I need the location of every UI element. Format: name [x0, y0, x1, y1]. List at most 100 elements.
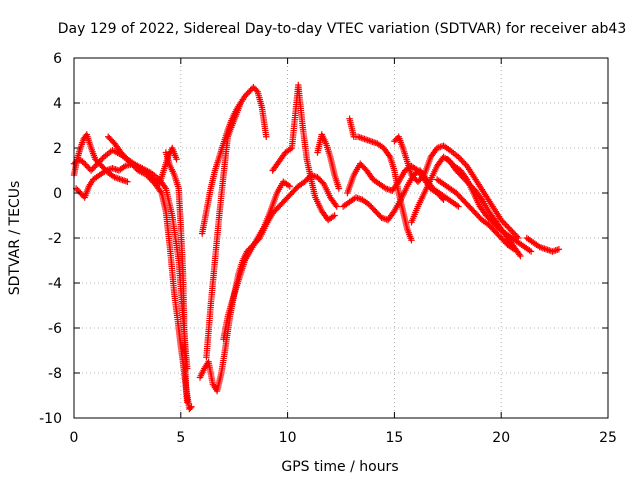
data-point: [87, 167, 95, 174]
data-point: [80, 159, 88, 167]
data-point: [251, 85, 259, 92]
data-point: [161, 183, 168, 191]
data-point: [74, 186, 81, 194]
data-point: [527, 248, 535, 255]
y-tick-label: 0: [53, 186, 62, 202]
data-point: [85, 164, 92, 171]
chart-title: Day 129 of 2022, Sidereal Day-to-day VTE…: [58, 21, 627, 37]
data-point: [75, 188, 83, 195]
data-points: [70, 81, 563, 413]
y-axis-label: SDTVAR / TECUs: [7, 181, 23, 296]
data-point: [173, 156, 180, 163]
y-tick-label: 6: [53, 51, 62, 67]
data-point: [253, 87, 260, 94]
data-point: [503, 222, 511, 230]
series-pass-18: [433, 176, 518, 253]
series-pass-11: [314, 131, 343, 192]
series-pass-09: [220, 178, 293, 343]
y-tick-labels: -10 -8 -6 -4 -2 0 2 4 6: [39, 51, 62, 427]
data-point: [83, 162, 91, 170]
data-point: [188, 403, 195, 410]
data-point: [500, 219, 508, 227]
data-point: [333, 203, 340, 210]
data-point: [455, 153, 462, 161]
data-point: [78, 191, 86, 198]
data-point: [187, 404, 194, 412]
series-pass-04: [104, 133, 180, 188]
x-tick-label: 25: [599, 430, 617, 446]
data-point: [157, 188, 164, 195]
data-point: [241, 93, 249, 100]
data-point: [499, 218, 506, 225]
x-tick-label: 5: [176, 430, 185, 446]
data-point: [319, 179, 326, 186]
data-point: [286, 183, 293, 190]
data-point: [263, 133, 270, 140]
data-point: [250, 84, 257, 91]
data-point: [332, 201, 339, 209]
data-point: [460, 159, 468, 167]
data-point: [510, 246, 518, 253]
data-point: [390, 209, 397, 216]
data-point: [243, 91, 250, 98]
series-pass-07: [203, 99, 244, 361]
axis-ticks: [73, 57, 609, 419]
data-point: [391, 138, 398, 145]
x-tick-label: 0: [70, 430, 79, 446]
data-point: [82, 161, 89, 168]
data-point: [385, 152, 393, 159]
data-point: [247, 87, 254, 94]
data-point: [456, 155, 464, 162]
data-point: [331, 212, 338, 219]
data-point: [124, 178, 131, 185]
data-point: [335, 185, 343, 192]
data-point: [79, 158, 86, 165]
data-point: [89, 165, 96, 173]
data-point: [237, 99, 244, 107]
data-point: [502, 221, 509, 228]
data-point: [498, 216, 505, 224]
data-point: [509, 228, 516, 236]
data-point: [99, 155, 106, 162]
y-tick-label: -4: [48, 276, 62, 292]
series-pass-15: [391, 133, 522, 242]
series-pass-10: [269, 81, 338, 224]
data-point: [394, 180, 401, 187]
data-point: [245, 88, 253, 95]
x-tick-labels: 0 5 10 15 20 25: [70, 430, 617, 446]
y-tick-label: 4: [53, 96, 62, 112]
series-pass-03: [70, 131, 131, 185]
data-point: [184, 399, 191, 406]
data-point: [408, 237, 415, 244]
y-tick-label: -6: [48, 321, 62, 337]
data-point: [510, 230, 518, 237]
series-pass-12: [346, 115, 415, 244]
data-point: [506, 225, 513, 233]
y-tick-label: -10: [39, 411, 62, 427]
series-pass-19: [523, 234, 563, 255]
series-pass-06: [198, 84, 270, 237]
data-point: [505, 224, 512, 231]
y-tick-label: -2: [48, 231, 62, 247]
data-point: [459, 158, 466, 165]
x-tick-label: 20: [492, 430, 510, 446]
y-tick-label: -8: [48, 366, 62, 382]
data-point: [90, 164, 98, 171]
data-point: [244, 90, 251, 97]
data-point: [555, 246, 563, 253]
data-point: [458, 156, 465, 164]
series-pass-05: [162, 149, 191, 406]
data-point: [517, 252, 524, 260]
x-tick-label: 10: [279, 430, 297, 446]
data-point: [507, 227, 515, 234]
x-axis-label: GPS time / hours: [281, 459, 398, 475]
data-point: [462, 174, 470, 182]
data-point: [455, 203, 462, 210]
data-point: [516, 251, 523, 258]
data-point: [92, 162, 99, 170]
series-pass-14: [339, 167, 462, 224]
y-tick-label: 2: [53, 141, 62, 157]
data-point: [419, 173, 427, 180]
series-pass-17: [444, 156, 535, 255]
